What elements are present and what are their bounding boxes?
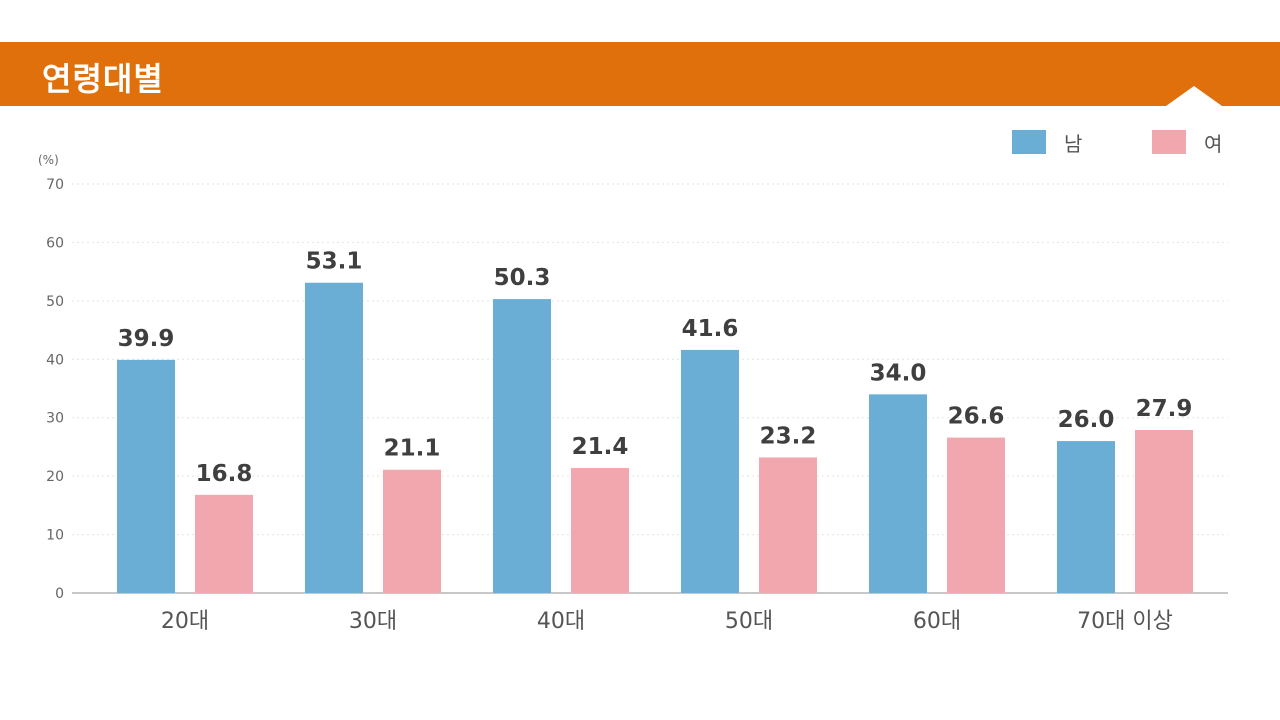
value-label-female-3: 23.2	[760, 423, 817, 449]
legend-item-male: 남	[1012, 128, 1082, 156]
value-label-male-1: 53.1	[306, 249, 363, 275]
x-category-label: 20대	[161, 609, 209, 634]
legend-swatch-female	[1152, 130, 1186, 154]
title-bar-notch	[1166, 86, 1222, 106]
x-category-label: 30대	[349, 609, 397, 634]
value-label-male-4: 34.0	[870, 360, 927, 386]
y-tick-label: 10	[46, 528, 64, 544]
bar-female-2	[571, 467, 629, 593]
y-tick-label: 20	[46, 469, 64, 485]
value-label-female-2: 21.4	[572, 434, 629, 460]
bar-female-1	[383, 469, 441, 593]
legend-label-male: 남	[1064, 131, 1083, 156]
y-axis-unit: (%)	[38, 153, 59, 167]
bar-male-3	[681, 349, 739, 593]
x-category-label: 50대	[725, 609, 773, 634]
value-label-male-3: 41.6	[682, 316, 739, 342]
bar-female-4	[947, 437, 1005, 593]
y-tick-label: 50	[46, 294, 64, 310]
x-category-label: 60대	[913, 609, 961, 634]
x-category-label: 40대	[537, 609, 585, 634]
bar-female-3	[759, 457, 817, 593]
value-label-female-1: 21.1	[384, 436, 441, 462]
y-tick-label: 70	[46, 177, 64, 193]
legend-swatch-male	[1012, 130, 1046, 154]
y-tick-label: 30	[46, 411, 64, 427]
title-bar	[0, 42, 1280, 106]
value-label-female-5: 27.9	[1136, 396, 1193, 422]
bar-male-1	[305, 282, 363, 593]
bar-male-2	[493, 299, 551, 593]
y-tick-label: 40	[46, 352, 64, 368]
bar-female-0	[195, 494, 253, 593]
legend-item-female: 여	[1152, 128, 1222, 156]
value-label-female-4: 26.6	[948, 404, 1005, 430]
value-label-male-2: 50.3	[494, 265, 551, 291]
page-title: 연령대별	[42, 60, 164, 98]
value-label-female-0: 16.8	[196, 461, 253, 487]
bar-male-4	[869, 394, 927, 593]
legend-label-female: 여	[1204, 131, 1223, 156]
x-category-label: 70대 이상	[1077, 609, 1173, 634]
bar-male-5	[1057, 441, 1115, 593]
bar-female-5	[1135, 429, 1193, 593]
bar-male-0	[117, 359, 175, 593]
y-tick-label: 60	[46, 235, 64, 251]
y-tick-label: 0	[55, 586, 64, 602]
value-label-male-5: 26.0	[1058, 407, 1115, 433]
value-label-male-0: 39.9	[118, 326, 175, 352]
